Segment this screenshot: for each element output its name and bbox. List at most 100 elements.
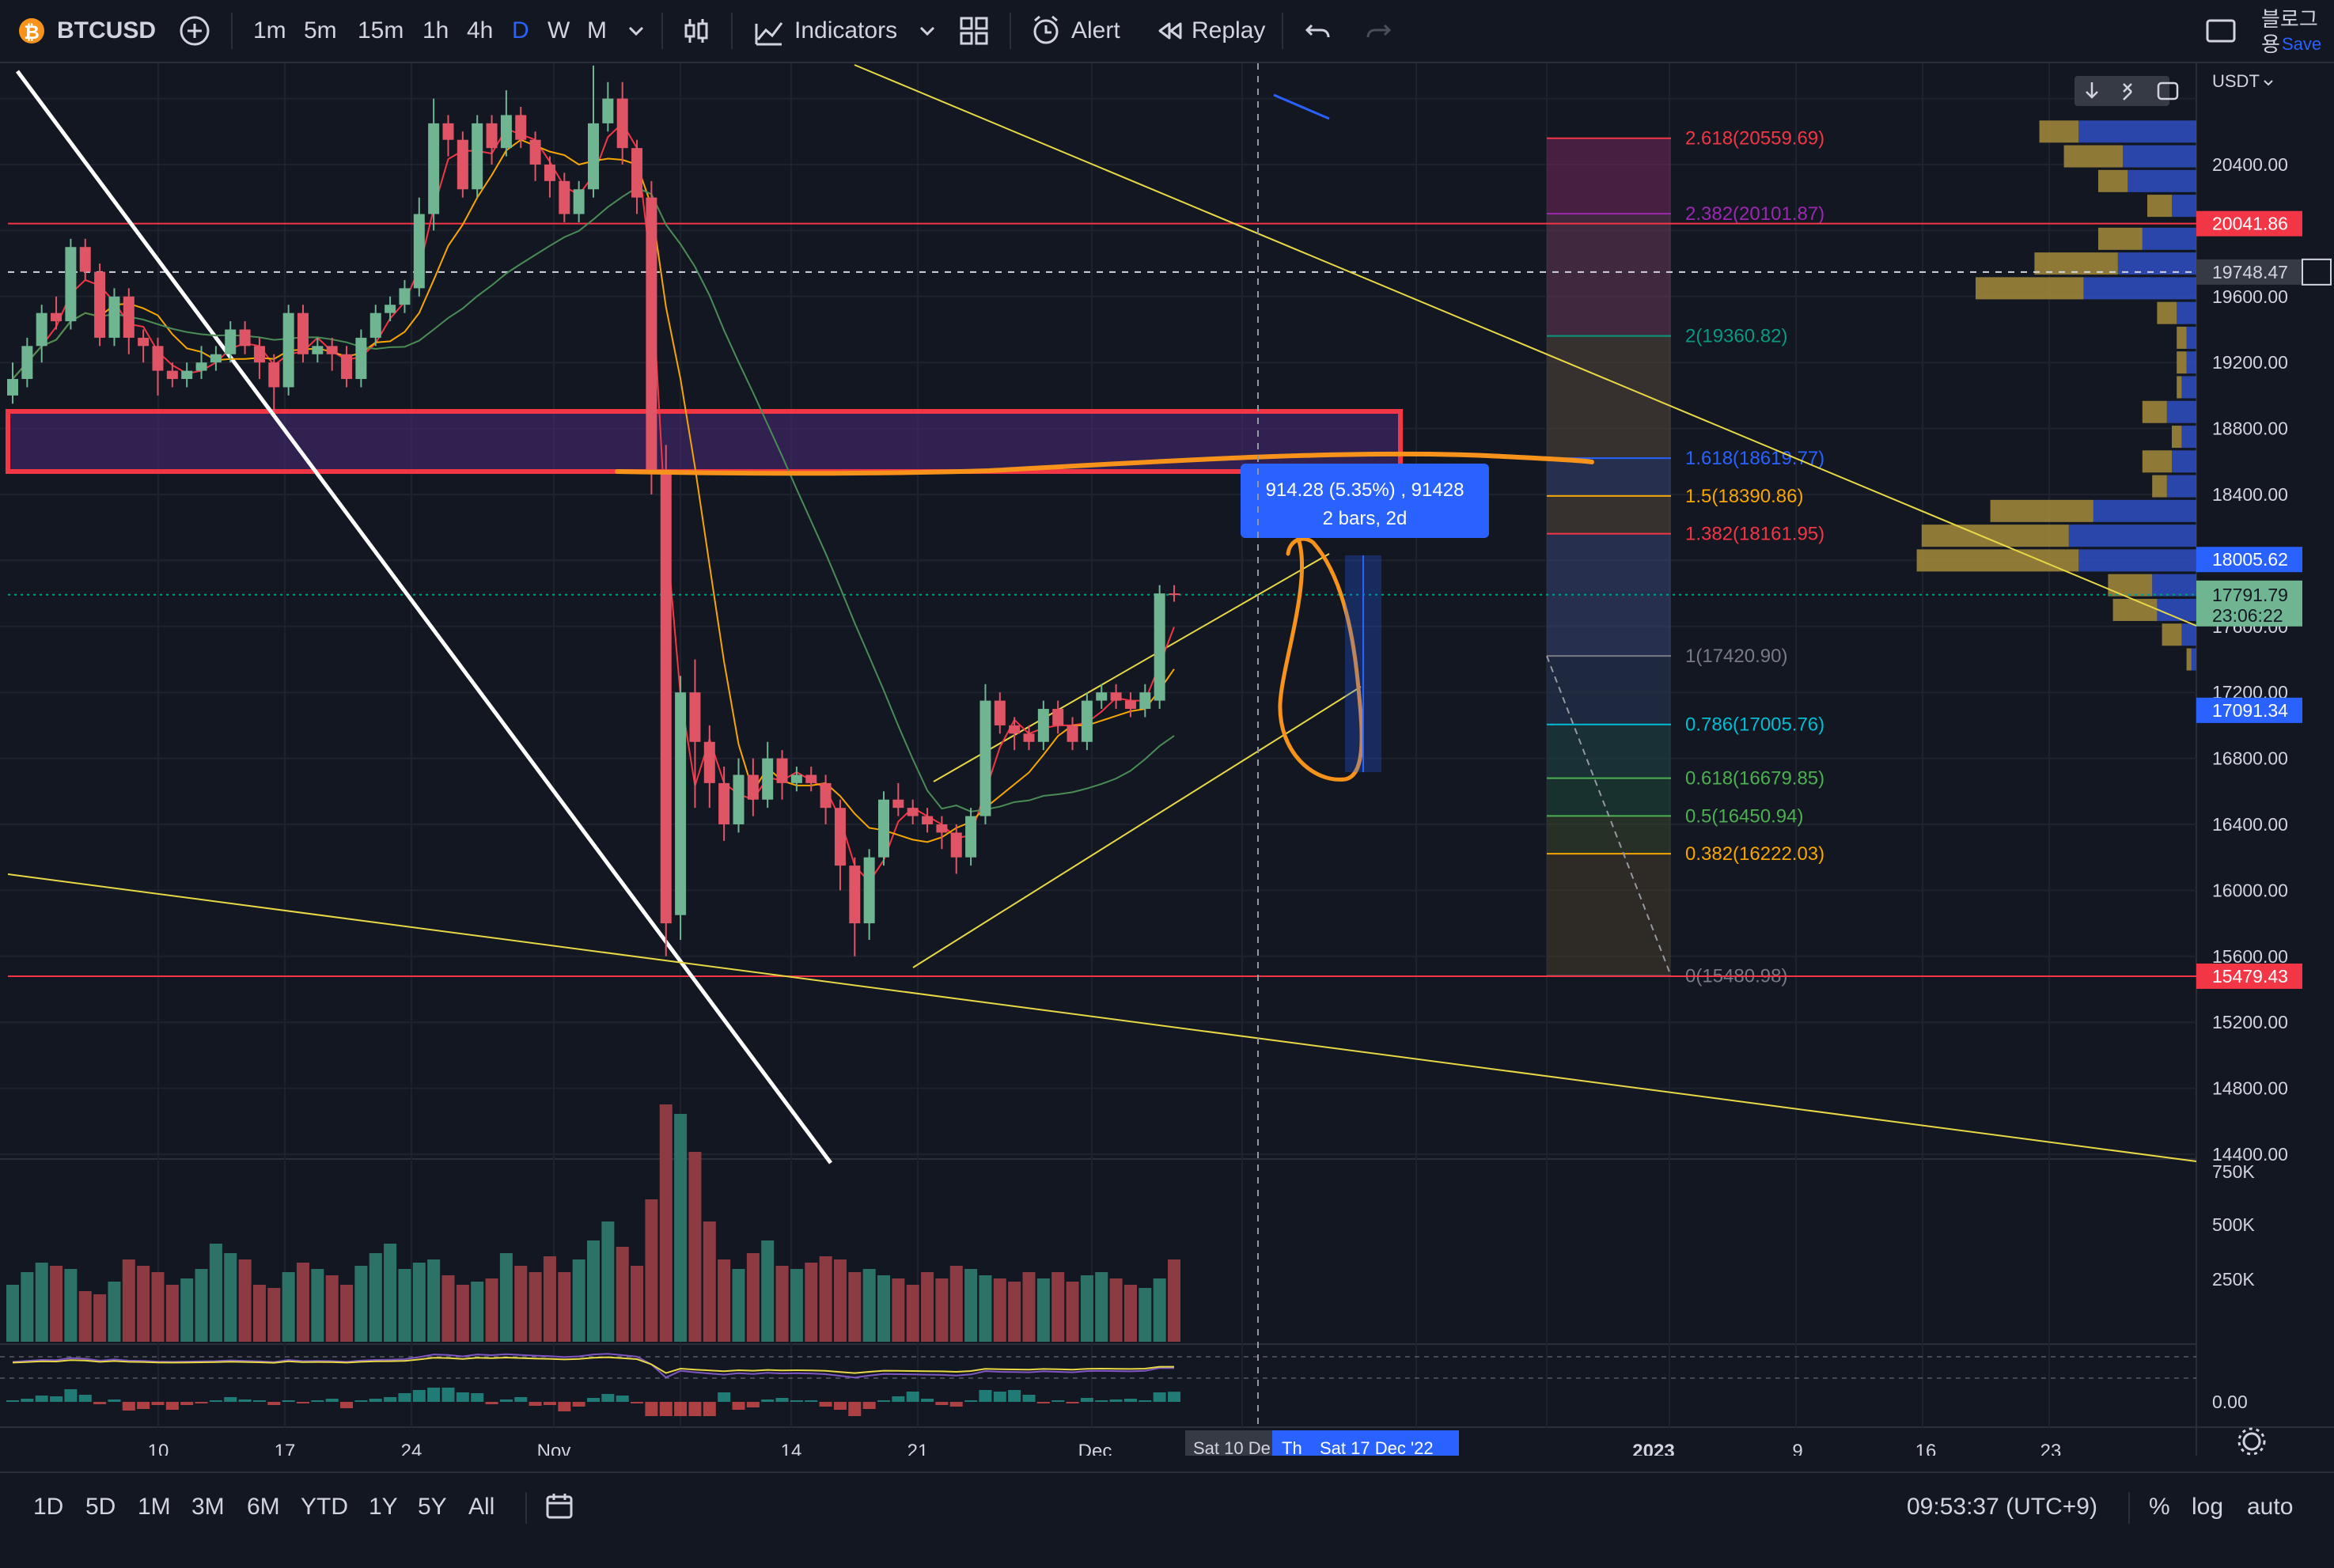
range-3m[interactable]: 3M: [191, 1494, 225, 1520]
profile-bar-up: [2147, 195, 2172, 218]
candle-body: [660, 469, 672, 924]
add-price-alert-icon[interactable]: [2302, 258, 2332, 286]
price-label-bar-low: 17091.34: [2212, 700, 2288, 721]
range-1d[interactable]: 1D: [33, 1494, 64, 1520]
range-5d[interactable]: 5D: [85, 1494, 116, 1520]
candle-body: [326, 346, 338, 354]
price-label-crosshair: 19748.47: [2212, 262, 2288, 282]
channel-upper-line[interactable]: [933, 553, 1330, 782]
chart-type-candles-icon[interactable]: [682, 0, 710, 62]
macd-histogram-bar: [514, 1397, 528, 1402]
replay-button[interactable]: Replay: [1192, 17, 1266, 44]
arrow-down-icon[interactable]: [2086, 82, 2098, 99]
chart-canvas[interactable]: 2.618(20559.69) 2.382(20101.87) 2(19360.82…: [0, 63, 2334, 1456]
macd-histogram-bar: [572, 1402, 585, 1407]
profile-bar-down: [2172, 450, 2196, 473]
log-scale-toggle[interactable]: log: [2192, 1494, 2224, 1520]
volume-bar: [1080, 1275, 1093, 1342]
candle-body: [922, 816, 934, 824]
axis-settings-gear-icon[interactable]: [2237, 1427, 2266, 1456]
trend-lines[interactable]: [7, 64, 2197, 1165]
orange-circle-annotation[interactable]: [1278, 534, 1364, 782]
candle-body: [268, 362, 280, 388]
percent-scale-toggle[interactable]: %: [2149, 1494, 2170, 1520]
indicators-button[interactable]: Indicators: [794, 17, 898, 44]
save-button[interactable]: Save: [2282, 34, 2322, 54]
interval-4h[interactable]: 4h: [467, 17, 494, 44]
indicators-dropdown-chevron-icon[interactable]: [916, 0, 938, 62]
interval-d[interactable]: D: [512, 17, 529, 44]
replay-rewind-icon[interactable]: [1155, 0, 1184, 62]
range-6m[interactable]: 6M: [247, 1494, 280, 1520]
macd-histogram-bar: [746, 1402, 760, 1407]
price-axis[interactable]: 20400.00 19600.00 19200.00 18800.00 18400.00…: [2196, 154, 2332, 1412]
fullscreen-icon[interactable]: [2204, 0, 2237, 62]
volume-bars: [6, 1104, 1180, 1342]
supply-zone[interactable]: [6, 409, 1403, 474]
volume-bar: [935, 1278, 949, 1342]
range-ytd[interactable]: YTD: [301, 1494, 348, 1520]
macd-histogram-bar: [340, 1402, 354, 1408]
macd-histogram-bar: [1139, 1400, 1152, 1402]
candle-body: [573, 189, 585, 214]
volume-bar: [746, 1253, 760, 1342]
interval-dropdown-chevron-icon[interactable]: [625, 0, 647, 62]
candle-body: [994, 700, 1006, 725]
maximize-icon[interactable]: [2157, 81, 2179, 100]
yellow-downtrend-line[interactable]: [854, 64, 2197, 627]
macd-histogram-bar: [775, 1398, 789, 1402]
symbol-search-button[interactable]: BTCUSD: [57, 17, 156, 44]
layout-name[interactable]: 블로그용: [2261, 7, 2318, 56]
collapse-icon[interactable]: [2123, 83, 2132, 100]
volume-bar: [195, 1269, 208, 1342]
alert-clock-icon[interactable]: [1030, 0, 1062, 62]
annotations[interactable]: [615, 451, 1594, 782]
volume-bar: [761, 1240, 775, 1342]
currency-label[interactable]: USDT: [2212, 71, 2260, 91]
range-1y[interactable]: 1Y: [369, 1494, 398, 1520]
macd-histogram-bar: [369, 1399, 382, 1402]
candle-body: [94, 271, 106, 338]
auto-scale-toggle[interactable]: auto: [2247, 1494, 2294, 1520]
interval-m[interactable]: M: [587, 17, 607, 44]
price-tick-label: 14400.00: [2212, 1144, 2288, 1165]
profile-bar-down: [2152, 574, 2196, 597]
range-1m[interactable]: 1M: [138, 1494, 171, 1520]
candle-body: [1067, 725, 1078, 742]
macd-histogram-bar: [412, 1390, 426, 1402]
profile-bar-up: [2112, 598, 2158, 621]
range-5y[interactable]: 5Y: [418, 1494, 447, 1520]
candle-body: [515, 115, 527, 140]
yellow-long-trend-line[interactable]: [7, 873, 2197, 1162]
interval-1h[interactable]: 1h: [422, 17, 449, 44]
time-axis[interactable]: 10 17 24 Nov 14 21 Dec 2023 9 16 23: [148, 1441, 2062, 1456]
range-all[interactable]: All: [468, 1494, 495, 1520]
orange-highlight-line[interactable]: [615, 451, 1594, 476]
interval-5m[interactable]: 5m: [304, 17, 337, 44]
volume-bar: [441, 1275, 455, 1342]
interval-15m[interactable]: 15m: [358, 17, 404, 44]
macd-histogram-bar: [180, 1402, 194, 1405]
indicators-icon[interactable]: [753, 0, 785, 62]
candle-body: [936, 824, 948, 833]
layout-grid-icon[interactable]: [959, 0, 989, 62]
clock-timezone[interactable]: 09:53:37 (UTC+9): [1907, 1494, 2097, 1520]
volume-bar: [1051, 1272, 1065, 1342]
interval-w[interactable]: W: [548, 17, 570, 44]
undo-icon[interactable]: [1304, 0, 1331, 62]
macd-histogram-bar: [108, 1399, 121, 1402]
candle-body: [529, 139, 541, 165]
currency-chevron-icon[interactable]: [2264, 80, 2273, 86]
price-label-crosshair-bg: [2196, 259, 2302, 285]
price-label-bar-high: 18005.62: [2212, 549, 2288, 570]
interval-1m[interactable]: 1m: [253, 17, 286, 44]
alert-button[interactable]: Alert: [1071, 17, 1120, 44]
white-trend-line[interactable]: [15, 70, 833, 1165]
fib-extension[interactable]: 2.618(20559.69) 2.382(20101.87) 2(19360.82…: [1546, 128, 1824, 987]
macd-histogram-bar: [790, 1400, 803, 1402]
compare-symbol-button[interactable]: [177, 0, 212, 62]
goto-date-calendar-icon[interactable]: [544, 1473, 574, 1541]
macd-histogram-bar: [805, 1400, 818, 1402]
time-tick-label: Dec: [1078, 1441, 1112, 1456]
volume-bar: [558, 1272, 571, 1342]
